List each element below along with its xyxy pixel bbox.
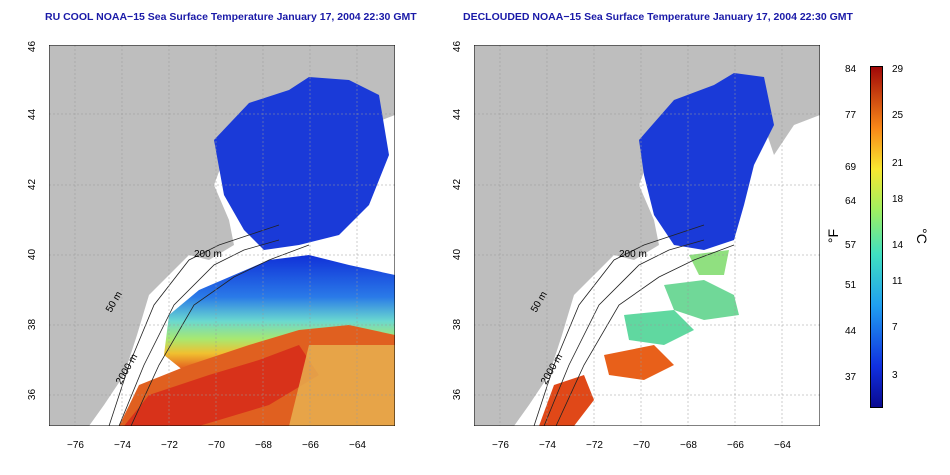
y-tick-42-r: 42 <box>452 178 464 191</box>
y-tick-36-l: 36 <box>27 388 39 401</box>
x-tick-66: −66 <box>302 440 319 451</box>
colorbar-c-3: 3 <box>892 370 898 381</box>
right-map-title: DECLOUDED NOAA−15 Sea Surface Temperatur… <box>463 11 853 23</box>
warm-water-region-1 <box>604 345 674 380</box>
celsius-unit: °C <box>913 228 930 244</box>
y-tick-40-l: 40 <box>27 248 39 261</box>
y-tick-44-l: 44 <box>27 108 39 121</box>
mixed-water-region-1 <box>689 250 729 275</box>
colorbar-f-37: 37 <box>845 372 857 383</box>
contour-label-200m: 200 m <box>619 249 647 260</box>
temperature-colorbar <box>870 66 883 408</box>
y-tick-42-l: 42 <box>27 178 39 191</box>
x-tick-74: −74 <box>114 440 131 451</box>
x-tick-68: −68 <box>255 440 272 451</box>
x-tick-76-r: −76 <box>492 440 509 451</box>
x-tick-76: −76 <box>67 440 84 451</box>
y-tick-46-r: 46 <box>452 40 464 53</box>
x-tick-66-r: −66 <box>727 440 744 451</box>
x-tick-72: −72 <box>161 440 178 451</box>
cold-water-region <box>639 73 774 250</box>
right-map-panel: 200 m 50 m 2000 m <box>474 45 820 426</box>
colorbar-c-29: 29 <box>892 64 904 75</box>
x-tick-74-r: −74 <box>539 440 556 451</box>
cold-water-region <box>214 77 389 250</box>
left-map-panel: 200 m 50 m 2000 m 46 44 42 40 38 36 <box>49 45 395 426</box>
y-tick-40-r: 40 <box>452 248 464 261</box>
colorbar-f-77: 77 <box>845 110 857 121</box>
colorbar-c-14: 14 <box>892 240 904 251</box>
colorbar-c-18: 18 <box>892 194 904 205</box>
colorbar-f-51: 51 <box>845 280 857 291</box>
y-tick-38-l: 38 <box>27 318 39 331</box>
y-tick-46-l: 46 <box>27 40 39 53</box>
land-mass <box>49 45 395 426</box>
colorbar-c-11: 11 <box>892 276 903 287</box>
x-tick-64: −64 <box>349 440 366 451</box>
warm-water-region-2 <box>539 375 594 426</box>
fahrenheit-unit: °F <box>825 228 842 244</box>
left-map-title: RU COOL NOAA−15 Sea Surface Temperature … <box>45 11 417 23</box>
mixed-water-region-3 <box>624 310 694 345</box>
colorbar-c-25: 25 <box>892 110 904 121</box>
y-tick-36-r: 36 <box>452 388 464 401</box>
colorbar-f-57: 57 <box>845 240 857 251</box>
colorbar-f-44: 44 <box>845 326 857 337</box>
land-mass <box>474 45 820 426</box>
colorbar-f-69: 69 <box>845 162 857 173</box>
mixed-water-region <box>164 255 395 375</box>
x-tick-72-r: −72 <box>586 440 603 451</box>
x-tick-68-r: −68 <box>680 440 697 451</box>
x-tick-64-r: −64 <box>774 440 791 451</box>
colorbar-f-64: 64 <box>845 196 857 207</box>
mixed-water-region-2 <box>664 280 739 320</box>
y-tick-44-r: 44 <box>452 108 464 121</box>
x-tick-70-r: −70 <box>633 440 650 451</box>
colorbar-c-21: 21 <box>892 158 904 169</box>
colorbar-f-84: 84 <box>845 64 857 75</box>
contour-label-200m: 200 m <box>194 249 222 260</box>
colorbar-c-7: 7 <box>892 322 898 333</box>
y-tick-38-r: 38 <box>452 318 464 331</box>
x-tick-70: −70 <box>208 440 225 451</box>
